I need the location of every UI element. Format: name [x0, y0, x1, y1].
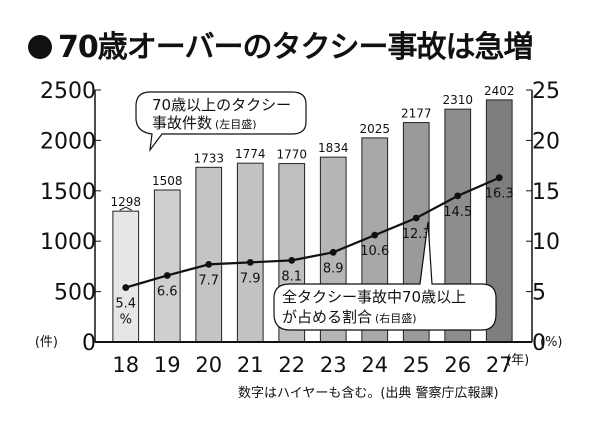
bar-19 [153, 189, 181, 343]
x-tick-label-22: 22 [278, 353, 305, 377]
right-tick-label-20: 20 [532, 129, 560, 154]
x-tick-label-18: 18 [112, 353, 139, 377]
percentage-point-24 [371, 231, 379, 239]
bar-value-label-27: 2402 [484, 84, 515, 98]
percentage-label-20: 7.7 [198, 273, 219, 288]
percentage-label-22: 8.1 [281, 269, 302, 284]
percentage-label-18: 5.4 [115, 297, 136, 312]
line-callout-line2: が占める割合 (右目盛) [282, 308, 417, 326]
bar-value-label-25: 2177 [401, 107, 432, 121]
percentage-label-26: 14.5 [443, 205, 472, 220]
bar-value-label-21: 1774 [235, 147, 266, 161]
right-tick-label-5: 5 [532, 281, 546, 306]
left-tick-label-1500: 1500 [40, 180, 96, 205]
bar-callout-line2-main: 事故件数 [152, 114, 212, 132]
right-tick-label-15: 15 [532, 180, 560, 205]
line-series-callout: 全タクシー事故中70歳以上 が占める割合 (右目盛) [273, 221, 497, 331]
bar-value-label-26: 2310 [442, 93, 473, 107]
percentage-point-25 [412, 214, 420, 222]
x-tick-label-23: 23 [320, 353, 347, 377]
x-tick-label-19: 19 [154, 353, 181, 377]
right-tick-label-10: 10 [532, 230, 560, 255]
bar-callout-line2-small: (左目盛) [215, 117, 257, 131]
line-callout-line2-main: が占める割合 [282, 308, 372, 326]
percentage-point-18 [122, 284, 130, 291]
bar-label-bracket [119, 206, 132, 211]
chart-title: 70歳オーバーのタクシー事故は急増 [28, 22, 533, 66]
bar-value-label-19: 1508 [152, 174, 183, 188]
percentage-unit-label: % [120, 313, 132, 328]
percentage-point-21 [246, 258, 254, 266]
right-axis-unit: (%) [540, 335, 563, 350]
line-callout-bubble [273, 221, 497, 331]
x-tick-label-20: 20 [195, 353, 222, 377]
axes [94, 89, 533, 343]
percentage-point-22 [288, 256, 296, 264]
line-series [122, 174, 503, 291]
line-callout-line1: 全タクシー事故中70歳以上 [282, 288, 466, 306]
percentage-point-19 [163, 272, 171, 279]
bar-21 [236, 162, 264, 343]
bar-series-callout: 70歳以上のタクシー 事故件数 (左目盛) [135, 91, 307, 153]
bar-callout-line1: 70歳以上のタクシー [152, 96, 291, 114]
x-tick-label-26: 26 [444, 353, 471, 377]
right-tick-label-25: 25 [532, 79, 560, 104]
bar-value-label-23: 1834 [318, 141, 349, 155]
percentage-label-19: 6.6 [157, 284, 178, 299]
bar-value-label-22: 1770 [276, 148, 307, 162]
bar-callout-bubble [135, 91, 307, 153]
bar-value-label-24: 2025 [359, 122, 390, 136]
left-tick-label-2000: 2000 [40, 129, 96, 154]
line-callout-line2-small: (右目盛) [375, 311, 417, 325]
bar-callout-line2: 事故件数 (左目盛) [152, 114, 257, 132]
left-tick-label-2500: 2500 [40, 79, 96, 104]
x-tick-label-21: 21 [237, 353, 264, 377]
left-tick-label-500: 500 [54, 281, 96, 306]
right-tick-label-0: 0 [532, 331, 546, 356]
bar-20 [195, 166, 223, 343]
bar-series [112, 99, 513, 343]
percentage-point-23 [329, 248, 337, 256]
source-note: 数字はハイヤーも含む。(出典 警察庁広報課) [238, 386, 499, 401]
chart-title-text: 70歳オーバーのタクシー事故は急増 [58, 30, 533, 65]
percentage-label-24: 10.6 [360, 244, 389, 259]
left-tick-label-1000: 1000 [40, 230, 96, 255]
x-tick-label-27: 27 [486, 353, 513, 377]
percentage-label-23: 8.9 [323, 261, 344, 276]
percentage-label-27: 16.3 [485, 187, 514, 202]
data-labels: 1298 1508 1733 1774 1770 1834 2025 2177 2310 2402… [110, 84, 514, 328]
percentage-point-27 [495, 174, 503, 182]
percentage-label-25: 12.3 [402, 227, 431, 242]
x-tick-label-24: 24 [361, 353, 388, 377]
bar-value-label-20: 1733 [193, 151, 224, 165]
x-axis-unit: (年) [506, 353, 529, 368]
percentage-line [125, 176, 500, 289]
percentage-point-26 [454, 192, 462, 200]
x-tick-label-25: 25 [403, 353, 430, 377]
left-axis-unit: (件) [35, 335, 58, 350]
percentage-label-21: 7.9 [240, 271, 261, 286]
bullet-dot-icon [28, 35, 52, 59]
left-tick-label-0: 0 [82, 331, 96, 356]
bar-value-label-18: 1298 [110, 195, 141, 209]
percentage-point-20 [205, 260, 213, 268]
